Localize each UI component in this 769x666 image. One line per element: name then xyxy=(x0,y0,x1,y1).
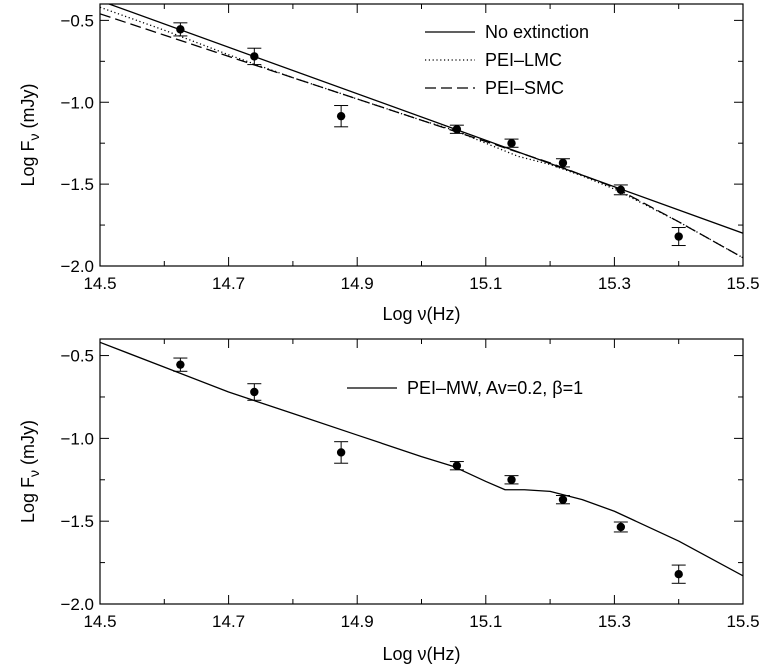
data-point xyxy=(176,360,185,369)
x-tick-label: 15.3 xyxy=(598,612,631,631)
data-point xyxy=(250,52,259,61)
x-tick-label: 14.9 xyxy=(341,612,374,631)
plot-frame xyxy=(99,3,744,267)
x-tick-label: 15.1 xyxy=(469,612,502,631)
data-point xyxy=(616,185,626,195)
x-tick-label: 15.1 xyxy=(469,274,502,293)
data-point xyxy=(558,158,568,168)
x-tick-label: 15.5 xyxy=(726,612,759,631)
y-tick-label: −0.5 xyxy=(60,347,94,366)
y-tick-label: −0.5 xyxy=(60,11,94,30)
series-line-solid xyxy=(107,4,743,234)
data-point xyxy=(336,111,346,121)
data-point xyxy=(507,475,516,484)
top-panel: 14.5 14.7 14.9 15.1 15.3 15.5 −2.0 −1.5 −1.0 −0.5… xyxy=(18,3,760,324)
data-point xyxy=(336,448,346,457)
legend-label: No extinction xyxy=(485,22,589,42)
data-point xyxy=(558,495,568,504)
legend-label: PEI–SMC xyxy=(485,78,564,98)
bottom-panel: 14.5 14.7 14.9 15.1 15.3 15.5 −2.0 −1.5 −1.0 −0.5… xyxy=(18,338,760,664)
data-point xyxy=(674,232,683,241)
x-axis-label: Log ν(Hz) xyxy=(382,644,460,664)
legend-label: PEI–MW, Av=0.2, β=1 xyxy=(407,378,583,398)
x-tick-label: 14.5 xyxy=(83,274,116,293)
x-tick-label: 14.9 xyxy=(341,274,374,293)
x-tick-label: 15.5 xyxy=(726,274,759,293)
data-point xyxy=(452,461,462,470)
x-tick-label: 14.7 xyxy=(212,612,245,631)
series-line-solid xyxy=(100,341,743,577)
y-tick-label: −1.0 xyxy=(60,429,94,448)
data-point xyxy=(176,25,185,34)
data-point xyxy=(250,387,259,397)
y-tick-label: −1.5 xyxy=(60,512,94,531)
y-tick-label: −1.5 xyxy=(60,175,94,194)
y-tick-label: −2.0 xyxy=(60,257,94,276)
x-tick-label: 14.5 xyxy=(83,612,116,631)
y-tick-label: −1.0 xyxy=(60,93,94,112)
series-group xyxy=(100,341,743,577)
data-point xyxy=(616,522,626,532)
x-tick-label: 14.7 xyxy=(212,274,245,293)
data-point xyxy=(452,125,462,134)
x-tick-label: 15.3 xyxy=(598,274,631,293)
y-tick-label: −2.0 xyxy=(60,595,94,614)
legend-label: PEI–LMC xyxy=(485,50,562,70)
data-point xyxy=(507,138,516,148)
series-line-dashed xyxy=(100,13,743,259)
x-axis-label: Log ν(Hz) xyxy=(382,304,460,324)
series-group xyxy=(100,4,743,259)
data-point xyxy=(674,569,683,579)
y-axis-label: Log Fν (mJy) xyxy=(18,420,42,523)
series-line-dotted xyxy=(100,6,743,259)
y-axis-label: Log Fν (mJy) xyxy=(18,83,42,186)
